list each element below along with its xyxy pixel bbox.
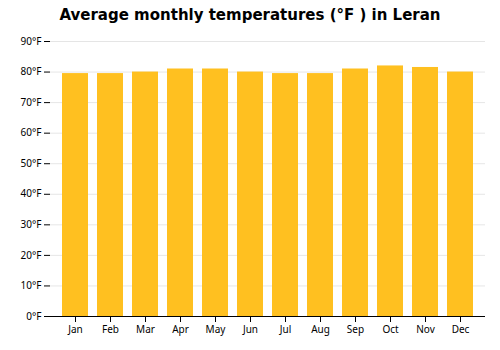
svg-text:90°F: 90°F bbox=[21, 34, 42, 48]
svg-text:40°F: 40°F bbox=[21, 186, 42, 200]
svg-text:Feb: Feb bbox=[102, 322, 119, 336]
svg-text:Jul: Jul bbox=[279, 322, 292, 336]
svg-text:Jun: Jun bbox=[242, 322, 258, 336]
svg-text:20°F: 20°F bbox=[21, 248, 42, 262]
svg-text:80°F: 80°F bbox=[21, 64, 42, 78]
svg-text:Mar: Mar bbox=[136, 322, 155, 336]
svg-text:50°F: 50°F bbox=[21, 156, 42, 170]
svg-text:Sep: Sep bbox=[347, 322, 364, 336]
svg-text:10°F: 10°F bbox=[21, 278, 42, 292]
svg-text:May: May bbox=[206, 322, 227, 336]
svg-text:60°F: 60°F bbox=[21, 125, 42, 139]
svg-text:30°F: 30°F bbox=[21, 217, 42, 231]
svg-text:Aug: Aug bbox=[311, 322, 330, 336]
svg-text:Apr: Apr bbox=[172, 322, 189, 336]
svg-text:Nov: Nov bbox=[416, 322, 435, 336]
svg-text:Jan: Jan bbox=[67, 322, 83, 336]
svg-text:70°F: 70°F bbox=[21, 95, 42, 109]
svg-text:Dec: Dec bbox=[452, 322, 470, 336]
svg-text:0°F: 0°F bbox=[26, 309, 41, 323]
html-text:Average monthly temperatures (: Average monthly temperatures (°F ) in Le… bbox=[59, 6, 441, 24]
svg-text:Oct: Oct bbox=[382, 322, 399, 336]
